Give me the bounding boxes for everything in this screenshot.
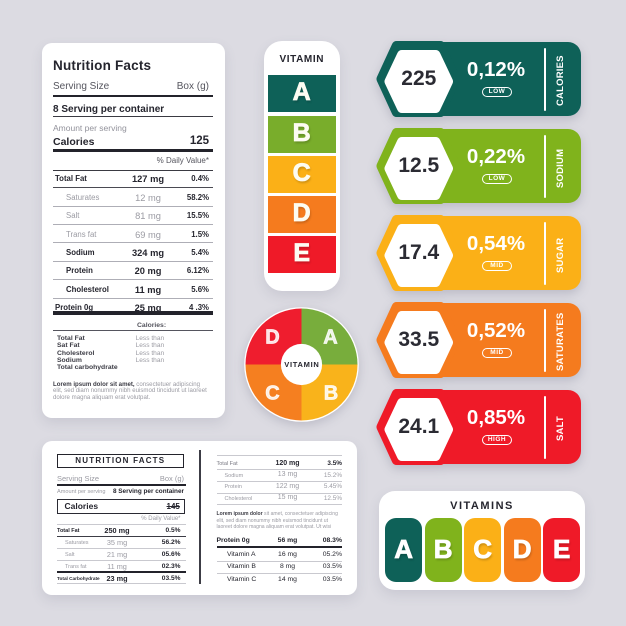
svg-text:A: A (323, 327, 337, 349)
svg-text:D: D (265, 327, 279, 349)
svg-text:C: C (265, 383, 279, 405)
svg-text:VITAMIN: VITAMIN (284, 360, 319, 369)
svg-text:B: B (324, 383, 338, 405)
